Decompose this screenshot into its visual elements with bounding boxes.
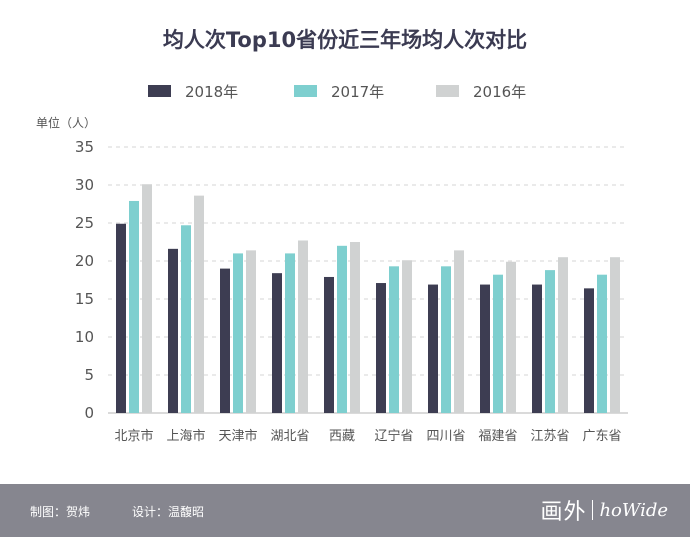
y-tick-label: 35 bbox=[75, 138, 94, 156]
bar bbox=[324, 276, 334, 413]
bar bbox=[142, 184, 152, 413]
bar bbox=[168, 248, 178, 413]
bar bbox=[285, 253, 295, 413]
bar bbox=[506, 261, 516, 413]
credit-chart-maker: 制图：贺炜 bbox=[30, 505, 91, 519]
chart-title: 均人次Top10省份近三年场均人次对比 bbox=[162, 28, 528, 52]
legend-label-2018: 2018年 bbox=[185, 82, 239, 101]
legend-item-2017: 2017年 bbox=[294, 80, 384, 102]
bar bbox=[246, 250, 256, 413]
bar bbox=[272, 273, 282, 413]
bar bbox=[493, 274, 503, 413]
bar bbox=[558, 257, 568, 413]
bar-chart: 0 5 10 15 20 25 30 35 北京市 上海市 天津市 湖北省 西藏 辽宁省 四川省 福建省 江苏… bbox=[75, 138, 628, 444]
y-tick-label: 30 bbox=[75, 176, 94, 194]
bar bbox=[610, 257, 620, 413]
legend-label-2017: 2017年 bbox=[331, 82, 385, 101]
x-axis-ticks: 北京市 上海市 天津市 湖北省 西藏 辽宁省 四川省 福建省 江苏省 广东省 bbox=[114, 428, 621, 444]
y-tick-label: 25 bbox=[75, 214, 94, 232]
legend-item-2018: 2018年 bbox=[148, 80, 238, 102]
bar bbox=[428, 284, 438, 413]
legend-label-2016: 2016年 bbox=[473, 82, 527, 101]
bar bbox=[545, 270, 555, 413]
bar bbox=[350, 242, 360, 413]
brand-logo: 画外 hoWide bbox=[540, 494, 668, 526]
x-tick-label: 广东省 bbox=[582, 429, 621, 444]
bar bbox=[597, 274, 607, 413]
x-tick-label: 四川省 bbox=[426, 429, 465, 444]
bars bbox=[116, 184, 620, 413]
bar bbox=[480, 284, 490, 413]
x-tick-label: 北京市 bbox=[114, 428, 153, 444]
bar bbox=[298, 240, 308, 413]
footer-bar: 制图：贺炜 设计：温馥昭 画外 hoWide bbox=[0, 484, 690, 537]
x-tick-label: 西藏 bbox=[329, 429, 355, 444]
y-axis-ticks: 0 5 10 15 20 25 30 35 bbox=[75, 138, 94, 422]
y-tick-label: 10 bbox=[75, 328, 94, 346]
y-tick-label: 0 bbox=[84, 404, 94, 422]
y-axis-unit-label: 单位（人） bbox=[36, 116, 97, 130]
bar bbox=[337, 245, 347, 413]
bar bbox=[116, 223, 126, 413]
y-tick-label: 15 bbox=[75, 290, 94, 308]
bar bbox=[129, 200, 139, 413]
legend-swatch-2016 bbox=[436, 85, 459, 97]
bar bbox=[194, 195, 204, 413]
x-tick-label: 天津市 bbox=[218, 428, 257, 444]
brand-logo-cn: 画外 bbox=[540, 500, 587, 525]
legend-swatch-2018 bbox=[148, 85, 171, 97]
chart-legend: 2018年 2017年 2016年 bbox=[0, 80, 690, 102]
bar bbox=[532, 284, 542, 413]
bar bbox=[233, 253, 243, 413]
credit-designer: 设计：温馥昭 bbox=[132, 505, 205, 519]
x-tick-label: 湖北省 bbox=[270, 429, 309, 444]
bar bbox=[454, 250, 464, 413]
legend-item-2016: 2016年 bbox=[436, 80, 526, 102]
x-tick-label: 辽宁省 bbox=[374, 428, 413, 444]
bar bbox=[181, 225, 191, 413]
brand-logo-en: hoWide bbox=[599, 499, 668, 521]
x-tick-label: 福建省 bbox=[478, 429, 517, 444]
brand-divider bbox=[592, 500, 594, 520]
bar bbox=[220, 268, 230, 413]
bar bbox=[441, 266, 451, 413]
y-tick-label: 5 bbox=[84, 366, 94, 384]
bar bbox=[376, 283, 386, 413]
bar bbox=[389, 266, 399, 413]
legend-swatch-2017 bbox=[294, 85, 317, 97]
bar bbox=[402, 260, 412, 413]
x-tick-label: 上海市 bbox=[166, 428, 205, 444]
x-tick-label: 江苏省 bbox=[530, 428, 569, 444]
y-tick-label: 20 bbox=[75, 252, 94, 270]
bar bbox=[584, 288, 594, 413]
